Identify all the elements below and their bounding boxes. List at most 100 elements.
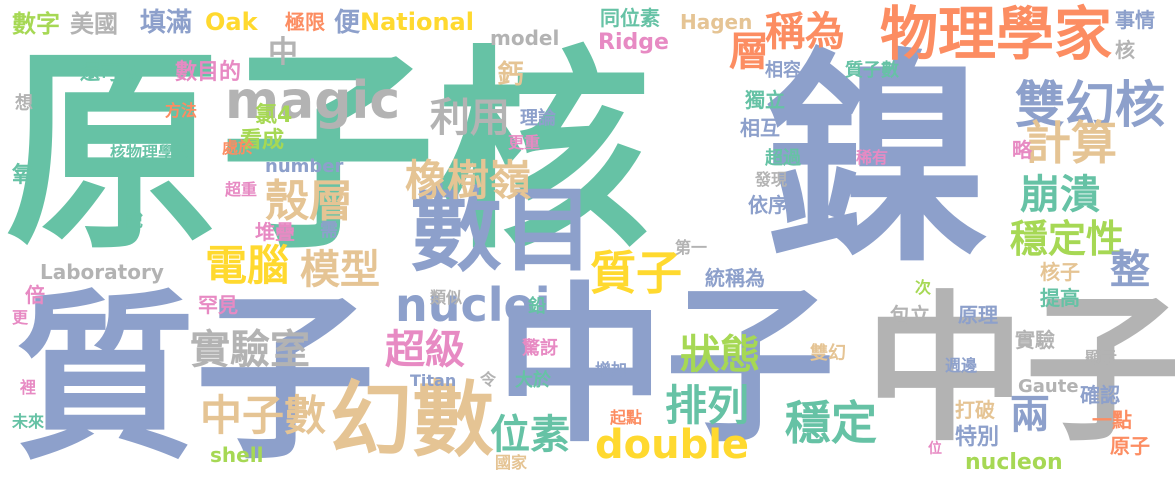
cloud-word: 核子	[1040, 260, 1080, 284]
cloud-word: 獨立	[745, 88, 785, 112]
cloud-word: 殼層	[265, 176, 353, 227]
cloud-word: 起點	[610, 408, 643, 427]
cloud-word: 位素	[490, 412, 570, 458]
cloud-word: shell	[210, 443, 264, 467]
cloud-word: 更	[12, 308, 29, 327]
cloud-word: 處於	[222, 138, 255, 157]
cloud-word: 罕見	[198, 293, 238, 317]
cloud-word: 驚訝	[522, 338, 558, 359]
cloud-word: 令	[480, 370, 497, 389]
cloud-word: Ridge	[598, 30, 669, 55]
cloud-word: 超過	[765, 148, 801, 169]
cloud-word: 層	[722, 30, 768, 70]
cloud-word: 堆疊	[255, 220, 295, 244]
cloud-word: 次	[915, 278, 932, 297]
cloud-word: 中子	[865, 276, 1175, 463]
cloud-word: 稀有	[856, 148, 889, 167]
cloud-word: 還可以	[80, 60, 140, 84]
cloud-word: Laboratory	[40, 260, 164, 284]
cloud-word: 位	[928, 441, 942, 457]
cloud-word: 整	[1110, 247, 1150, 293]
cloud-word: 略	[1012, 138, 1032, 162]
cloud-word: double	[595, 422, 750, 468]
cloud-word: Oak	[205, 8, 258, 36]
cloud-word: Gaute	[1018, 376, 1079, 397]
cloud-word: 美國	[70, 10, 118, 38]
cloud-word: 物理學家	[880, 0, 1113, 68]
cloud-word: 未來	[12, 412, 45, 431]
cloud-word: National	[360, 8, 474, 36]
cloud-word: 氧	[12, 163, 35, 188]
cloud-word: 依序	[748, 193, 788, 217]
cloud-word: Hagen	[680, 10, 753, 34]
cloud-word: 雙幻核	[1015, 76, 1165, 134]
cloud-word: 超重	[225, 180, 258, 199]
cloud-word: 打破	[955, 398, 995, 422]
cloud-word: 便	[334, 8, 361, 38]
cloud-word: 發現	[755, 170, 788, 189]
cloud-word: 中子數	[200, 391, 327, 440]
cloud-word: 計算	[1025, 116, 1117, 170]
cloud-word: 理論	[520, 108, 556, 129]
cloud-word: 同位素	[600, 6, 660, 30]
cloud-word: 雙幻	[810, 343, 846, 364]
cloud-word: 說	[125, 210, 143, 231]
cloud-word: 包立	[890, 303, 930, 327]
cloud-word: 原理	[958, 303, 998, 327]
cloud-word: 質子	[590, 246, 682, 300]
cloud-word: 核物理學家	[110, 143, 191, 162]
cloud-word: 穩定	[785, 396, 877, 450]
cloud-word: 相互	[740, 116, 780, 140]
cloud-word: 確認	[1080, 383, 1120, 407]
cloud-word: 倍	[25, 283, 45, 307]
cloud-word: 氯4	[255, 103, 293, 128]
cloud-word: 增加	[595, 360, 628, 379]
cloud-word: 大於	[515, 370, 551, 391]
cloud-word: 實驗室	[190, 327, 310, 373]
cloud-word: 橡樹嶺	[405, 156, 532, 205]
cloud-word: 超級	[385, 327, 465, 373]
cloud-word: 方法	[165, 101, 198, 120]
cloud-word: 需	[320, 220, 338, 241]
cloud-word: 國家	[495, 453, 528, 472]
cloud-word: 利用	[430, 95, 510, 141]
cloud-word: 填滿	[140, 8, 193, 38]
cloud-word: 顯示	[1085, 348, 1118, 367]
cloud-word: Titan	[410, 371, 457, 390]
cloud-word: 第一	[675, 238, 708, 257]
cloud-word: 數目	[410, 177, 595, 284]
cloud-word: model	[490, 26, 560, 50]
cloud-word: 鎳	[765, 31, 990, 293]
cloud-word: 兩	[1010, 392, 1050, 438]
cloud-word: 事情	[1115, 8, 1155, 32]
cloud-word: 排列	[665, 381, 750, 430]
cloud-word: 看成	[240, 128, 285, 153]
cloud-word: 類似	[430, 288, 463, 307]
cloud-word: 鉛	[528, 296, 546, 317]
cloud-word: 電腦	[205, 241, 290, 290]
cloud-word: 質子數	[845, 60, 899, 81]
cloud-word: 想	[15, 93, 33, 114]
cloud-word: 幻數	[330, 373, 495, 468]
cloud-word: 裡	[20, 378, 37, 397]
cloud-word: 相容	[765, 60, 801, 81]
cloud-word: 中	[268, 35, 298, 70]
cloud-word: 鈣	[493, 60, 523, 86]
cloud-word: nuclei	[395, 278, 551, 332]
cloud-word: 模型	[300, 247, 380, 293]
cloud-word: magic	[225, 71, 401, 131]
cloud-word: 更重	[508, 133, 541, 152]
cloud-word: 一點	[1092, 408, 1132, 432]
cloud-word: nucleon	[965, 450, 1063, 475]
cloud-word: 極限	[285, 10, 325, 34]
cloud-word: 統稱為	[705, 266, 765, 290]
cloud-word: 穩定性	[1010, 217, 1125, 261]
cloud-word: 數字	[12, 10, 60, 38]
cloud-word: 實驗	[1015, 328, 1055, 352]
cloud-word: 中子	[495, 268, 836, 466]
cloud-word: 狀態	[680, 332, 760, 378]
cloud-word: 週邊	[945, 356, 978, 375]
cloud-word: number	[265, 156, 344, 177]
cloud-word: 特別	[955, 425, 1000, 450]
